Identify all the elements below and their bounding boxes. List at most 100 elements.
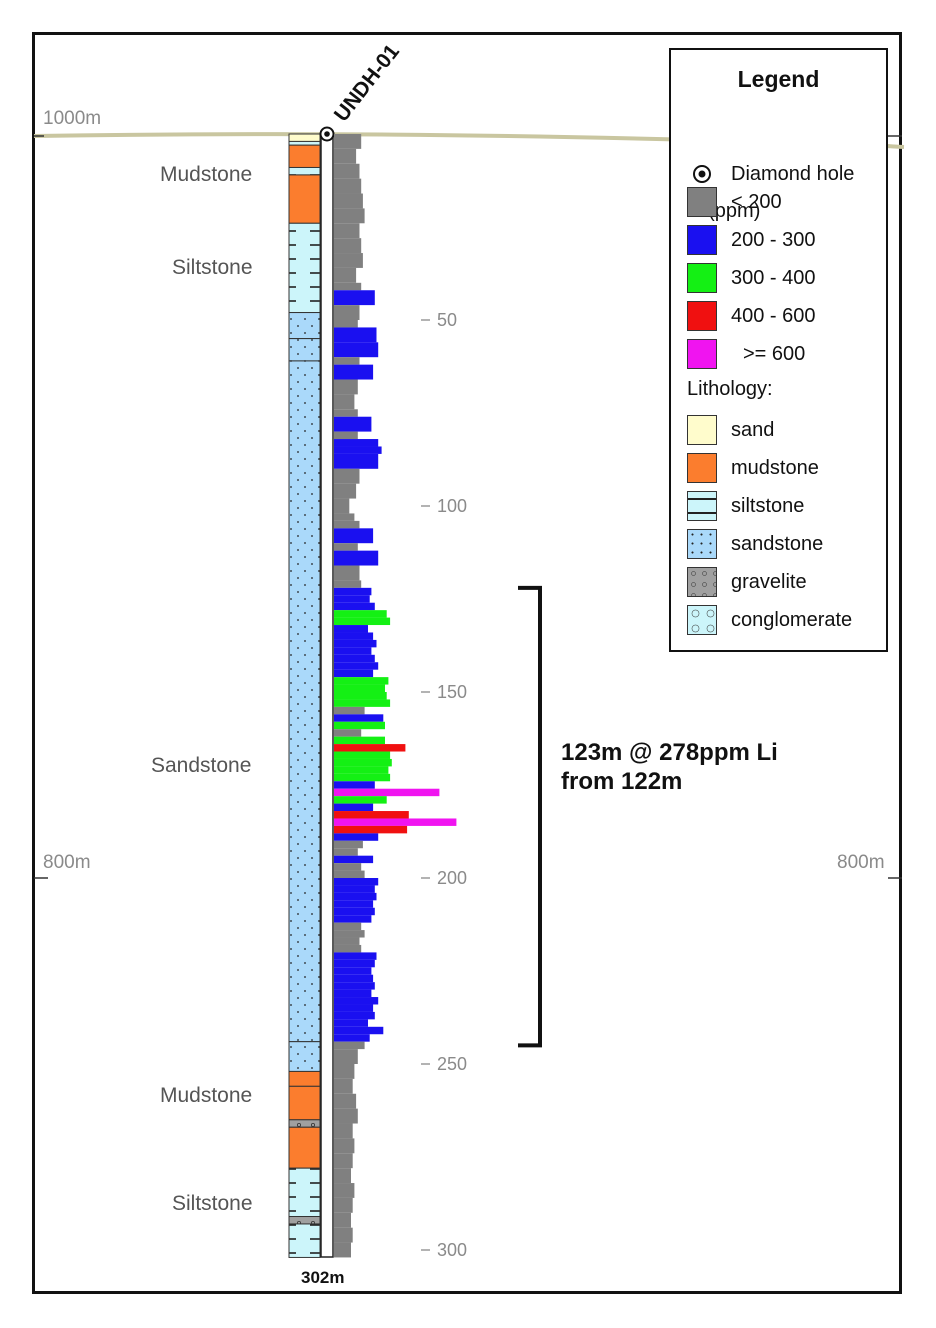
lith-interval-mudstone: [288, 1126, 321, 1169]
li-bar: [334, 565, 360, 581]
drillhole-trace: [320, 132, 334, 1258]
li-bar: [334, 1026, 384, 1035]
li-bar: [334, 431, 358, 440]
legend-lithology-mudstone-swatch: [687, 453, 717, 483]
li-bar: [334, 550, 379, 566]
depth-tick-label: 100: [437, 496, 467, 516]
li-bar: [334, 282, 362, 291]
li-bar: [334, 543, 358, 551]
li-bar: [334, 714, 384, 722]
legend-title: Legend: [737, 66, 820, 92]
li-bar: [334, 1078, 353, 1094]
li-bar: [334, 394, 355, 410]
li-bar: [334, 1034, 370, 1042]
legend-lithology-mudstone-label: mudstone: [731, 456, 819, 479]
legend-lithology-conglomerate: conglomerate: [687, 604, 852, 636]
li-bar: [334, 305, 360, 320]
li-bar: [334, 1153, 353, 1169]
legend-lithology-siltstone-label: siltstone: [731, 494, 805, 517]
depth-tick-label: 250: [437, 1054, 467, 1074]
li-bar: [334, 193, 363, 209]
li-bar: [334, 587, 372, 596]
li-bar: [334, 379, 358, 395]
legend-li-class-swatch: [687, 339, 717, 369]
li-bar: [334, 647, 372, 655]
li-bar: [334, 483, 357, 499]
legend-box: Legend Diamond hole Li (ppm) < 200 200 - 3…: [669, 48, 888, 652]
li-bar: [334, 1242, 351, 1258]
legend-li-class: 200 - 300: [687, 224, 816, 256]
li-bar: [334, 692, 387, 700]
li-bar: [334, 915, 372, 923]
li-bar: [334, 699, 391, 707]
legend-li-class-label: 300 - 400: [731, 266, 816, 289]
li-bar: [334, 878, 379, 886]
lith-label-mudstone-top: Mudstone: [160, 163, 252, 186]
li-bar: [334, 1183, 355, 1198]
li-histogram: [334, 134, 457, 1258]
li-bar: [334, 602, 375, 611]
depth-tick-label: 50: [437, 310, 457, 330]
li-bar: [334, 677, 389, 685]
li-bar: [334, 1212, 351, 1228]
li-bar: [334, 357, 360, 365]
li-bar: [334, 163, 360, 179]
lith-label-siltstone-top: Siltstone: [172, 256, 253, 279]
li-bar: [334, 662, 379, 670]
li-bar: [334, 253, 363, 268]
figure-frame: [32, 32, 902, 1294]
lith-interval-mudstone: [288, 144, 321, 168]
li-bar: [334, 1019, 368, 1027]
lithology-column: [288, 133, 321, 1258]
li-bar: [334, 238, 362, 254]
li-bar: [334, 364, 374, 380]
lith-interval-mudstone: [288, 1085, 321, 1121]
legend-li-class-swatch: [687, 187, 717, 217]
elevation-label-800-left: 800m: [43, 852, 91, 873]
li-bar: [334, 721, 385, 730]
li-bar: [334, 148, 357, 164]
li-bar: [334, 855, 374, 864]
legend-diamond-hole-label: Diamond hole: [731, 162, 855, 185]
li-bar: [334, 825, 408, 834]
li-bar: [334, 959, 375, 968]
li-bar: [334, 967, 372, 975]
lith-interval-sandstone: [288, 338, 321, 362]
legend-lithology-sand-label: sand: [731, 418, 775, 441]
legend-li-class-label: 200 - 300: [731, 228, 816, 251]
li-bar: [334, 580, 362, 588]
li-bar: [334, 706, 365, 715]
depth-tick-label: 150: [437, 682, 467, 702]
depth-tick-label: 200: [437, 868, 467, 888]
li-bar: [334, 989, 372, 998]
li-bar: [334, 736, 385, 745]
li-bar: [334, 208, 365, 224]
li-bar: [334, 848, 358, 856]
li-bar: [334, 513, 355, 521]
li-bar: [334, 781, 375, 789]
intercept-annotation: 123m @ 278ppm Li from 122m: [561, 738, 778, 796]
li-bar: [334, 907, 375, 916]
li-bar: [334, 1168, 351, 1184]
intercept-line-2: from 122m: [561, 768, 683, 795]
lith-label-sandstone: Sandstone: [151, 754, 251, 777]
depth-tick-label: 300: [437, 1240, 467, 1260]
li-bar: [334, 669, 374, 678]
li-bar: [334, 223, 360, 239]
li-bar: [334, 870, 365, 878]
li-bar: [334, 900, 374, 908]
li-bar: [334, 610, 387, 618]
li-bar: [334, 803, 374, 812]
li-bar: [334, 134, 362, 149]
li-bar: [334, 788, 440, 797]
lith-label-mudstone-bottom: Mudstone: [160, 1084, 252, 1107]
li-bar: [334, 758, 392, 767]
li-bar: [334, 952, 377, 960]
li-bar: [334, 632, 374, 640]
li-bar: [334, 1123, 353, 1139]
li-bar: [334, 520, 360, 529]
lith-interval-siltstone: [288, 1223, 321, 1258]
li-bar: [334, 327, 377, 343]
li-bar: [334, 892, 377, 901]
li-bar: [334, 1138, 355, 1154]
